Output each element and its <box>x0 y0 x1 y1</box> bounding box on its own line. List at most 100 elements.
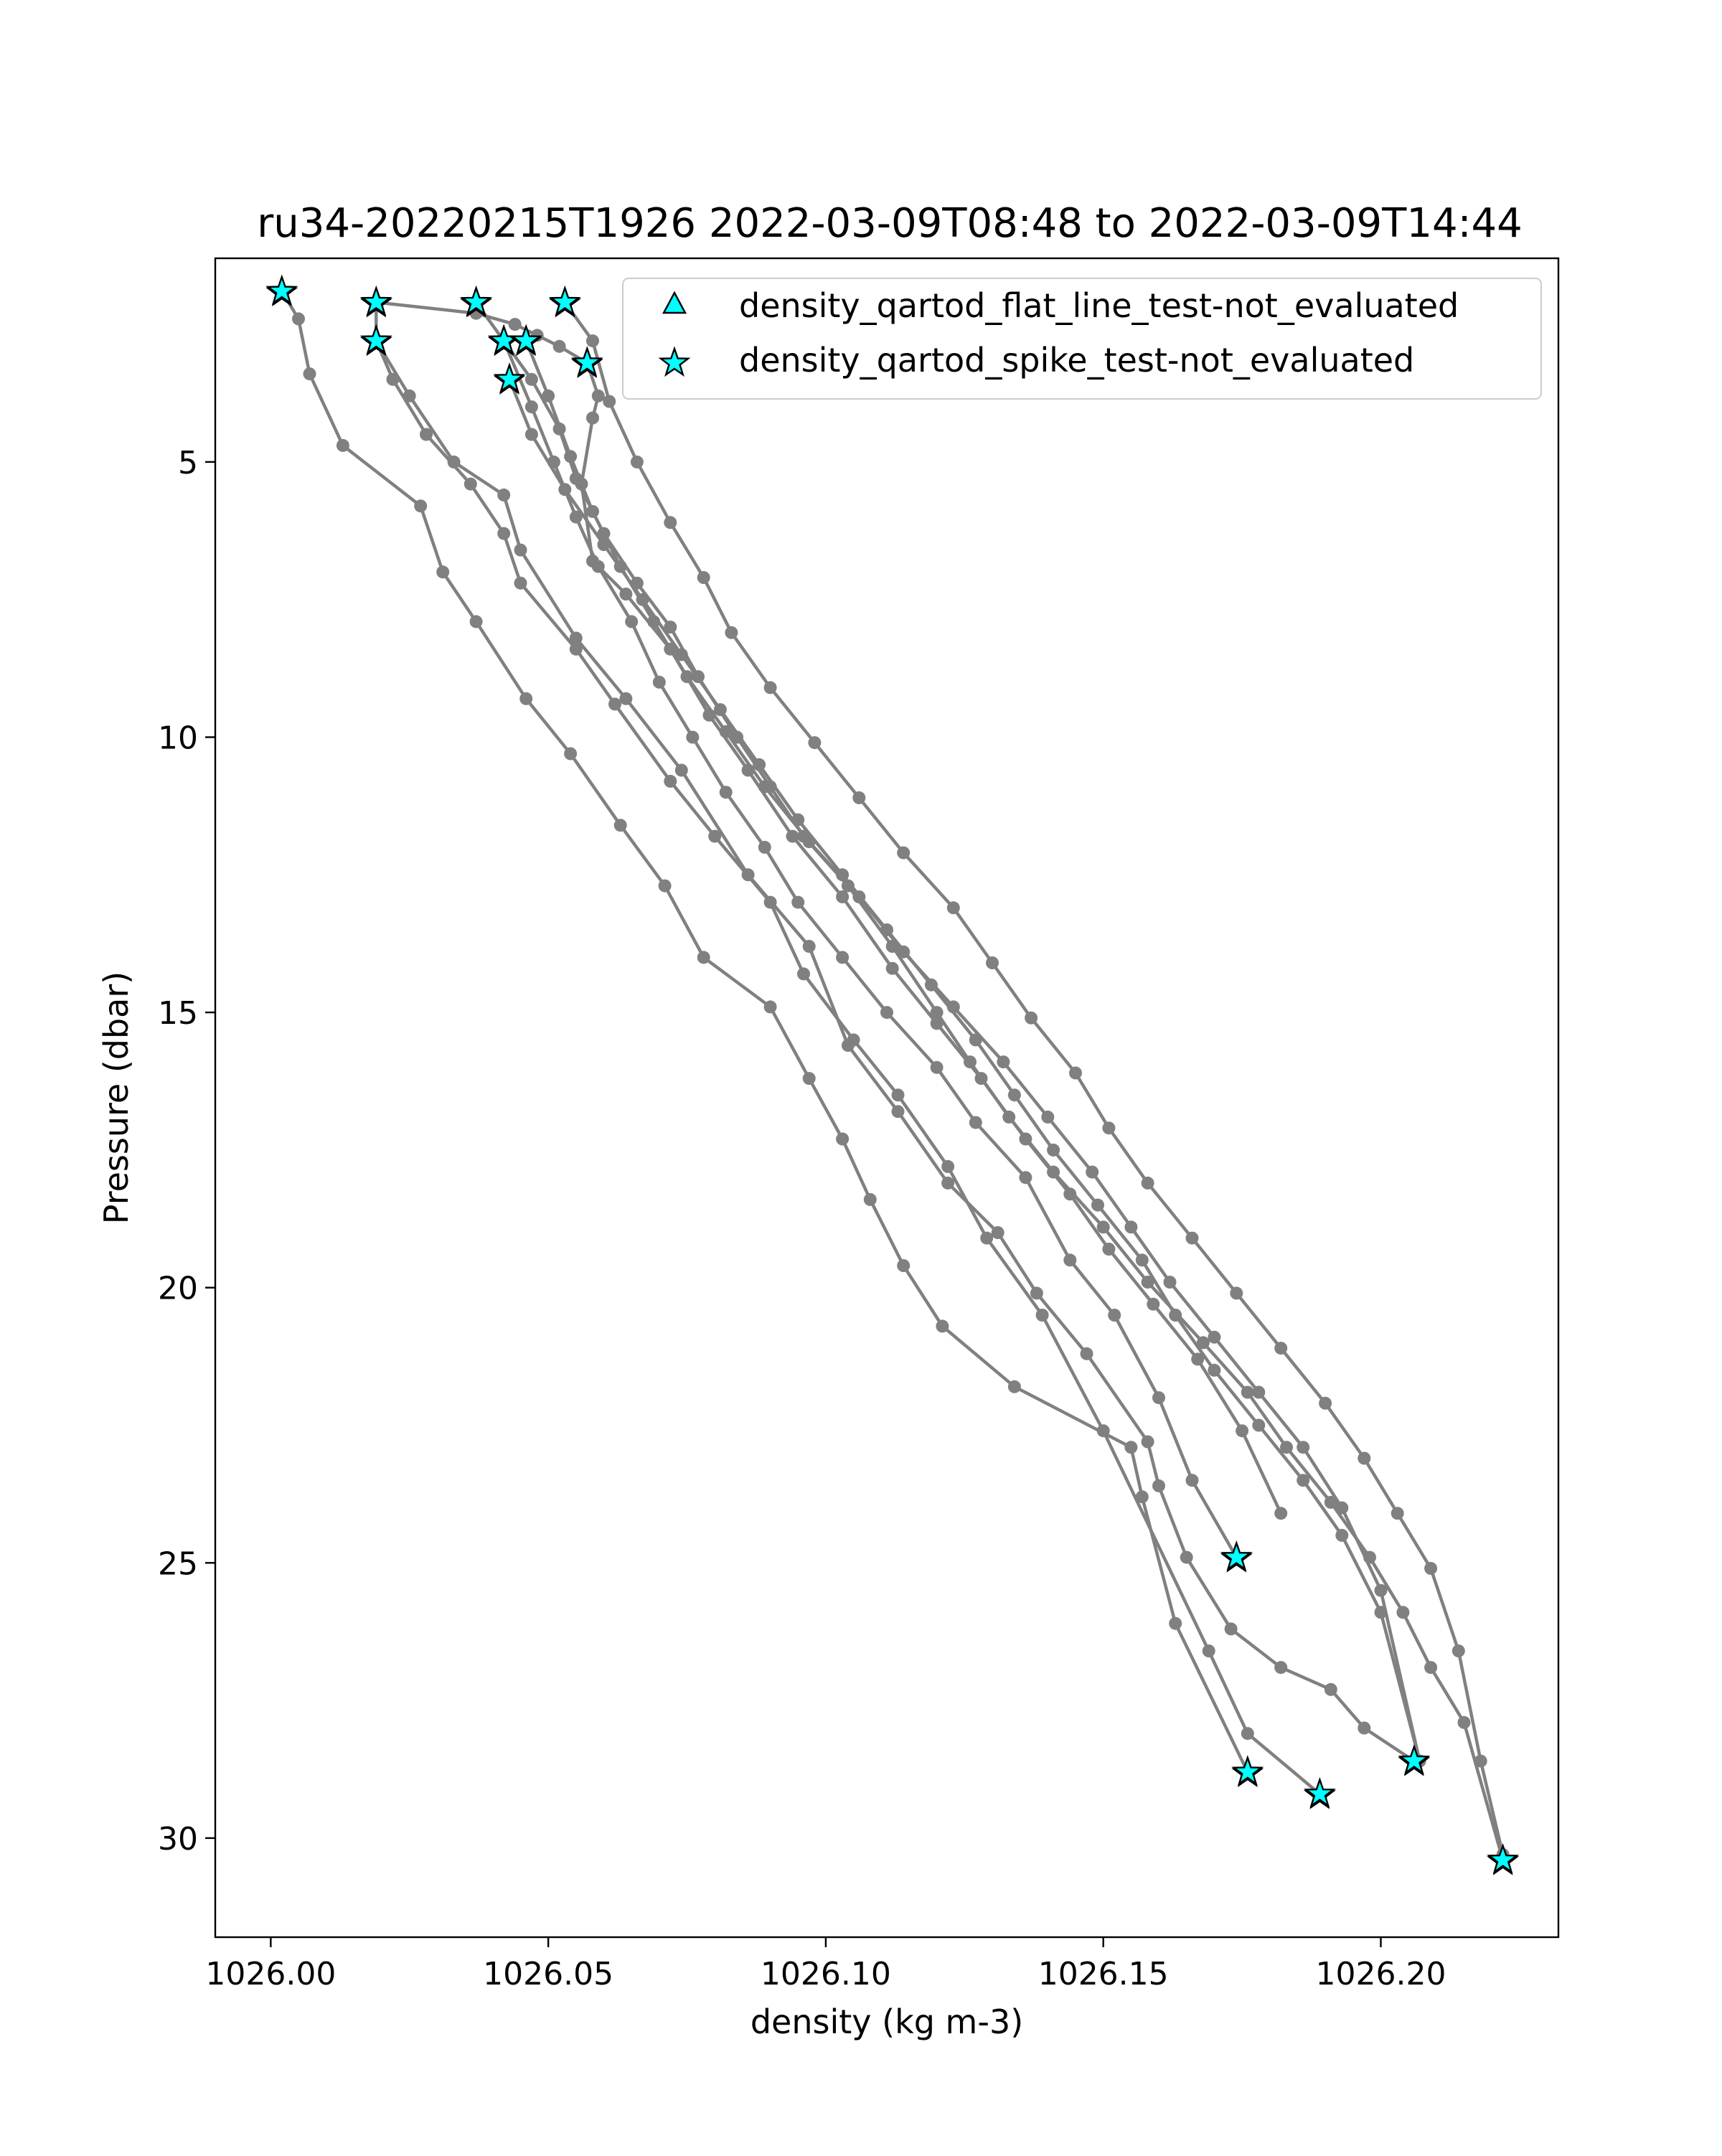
data-point <box>1208 1363 1221 1377</box>
data-point <box>1274 1342 1288 1355</box>
data-point <box>1297 1474 1310 1487</box>
spike-flag-marker <box>493 362 526 393</box>
data-point <box>941 1159 955 1173</box>
data-point <box>725 626 738 639</box>
data-point <box>436 565 450 579</box>
flag-marker-layer <box>265 274 1520 1875</box>
legend-box <box>622 278 1542 400</box>
spike-flag-marker <box>1231 1755 1264 1786</box>
data-point <box>708 829 722 843</box>
data-point <box>414 499 428 513</box>
data-point <box>930 1006 944 1020</box>
data-point <box>1274 1661 1288 1675</box>
data-point <box>763 681 777 695</box>
data-point <box>1358 1451 1371 1465</box>
data-point <box>497 488 511 502</box>
data-point <box>603 395 616 408</box>
data-point <box>1152 1479 1165 1492</box>
data-point <box>1236 1424 1249 1438</box>
data-point <box>674 763 688 777</box>
data-point <box>969 1116 982 1129</box>
x-axis-label: density (kg m-3) <box>751 2002 1023 2041</box>
data-point <box>1102 1243 1116 1256</box>
data-point <box>1319 1396 1332 1410</box>
x-tick-label: 1026.00 <box>205 1956 336 1992</box>
data-point <box>758 840 771 854</box>
data-point <box>558 483 572 496</box>
data-point <box>1035 1309 1049 1322</box>
legend-entry-spike: density_qartod_spike_test-not_evaluated <box>739 341 1414 380</box>
data-point <box>941 1176 955 1190</box>
plot-frame <box>214 257 1560 1939</box>
data-point <box>1041 1110 1055 1124</box>
data-point <box>1063 1187 1077 1201</box>
data-point <box>1091 1198 1104 1212</box>
data-point <box>625 615 639 629</box>
spike-flag-marker <box>359 285 392 316</box>
data-point <box>524 372 538 386</box>
data-point <box>1096 1424 1110 1438</box>
spike-flag-marker <box>570 346 603 377</box>
data-point <box>791 813 805 827</box>
spike-flag-marker <box>265 274 298 306</box>
data-point <box>836 890 850 903</box>
data-point <box>619 588 633 601</box>
y-axis-label: Pressure (dbar) <box>97 971 136 1224</box>
data-point <box>1224 1622 1238 1636</box>
data-point <box>1185 1231 1199 1245</box>
y-tick-label: 15 <box>158 995 198 1032</box>
data-point <box>1169 1616 1182 1630</box>
data-point <box>897 1259 911 1272</box>
data-point <box>586 555 599 568</box>
data-point <box>664 774 677 788</box>
data-point <box>1208 1330 1221 1344</box>
data-point <box>1047 1143 1060 1157</box>
series-8 <box>575 356 1288 1520</box>
legend-triangle-icon <box>662 291 687 314</box>
data-point <box>292 312 305 326</box>
data-point <box>1063 1253 1077 1267</box>
x-tick-label: 1026.10 <box>761 1956 891 1992</box>
data-point <box>1025 1011 1038 1025</box>
data-point <box>524 428 538 441</box>
data-point <box>797 967 810 981</box>
data-point <box>986 956 999 969</box>
data-point <box>924 978 938 992</box>
data-point <box>420 428 433 441</box>
data-point <box>1297 1441 1310 1454</box>
data-point <box>664 516 677 529</box>
spike-flag-marker <box>548 285 581 316</box>
data-point <box>1241 1727 1254 1741</box>
data-point <box>630 455 644 469</box>
data-point <box>586 411 599 425</box>
data-point <box>519 692 533 705</box>
data-point <box>897 846 911 860</box>
data-point <box>1374 1606 1388 1619</box>
data-point <box>891 1105 905 1119</box>
data-point <box>1019 1171 1032 1185</box>
data-point <box>1252 1418 1266 1432</box>
y-tick-label: 30 <box>158 1821 198 1858</box>
data-point <box>303 367 316 381</box>
data-point <box>1086 1165 1099 1179</box>
data-point <box>336 438 349 452</box>
data-point <box>836 868 850 882</box>
data-point <box>1030 1286 1043 1300</box>
data-point <box>1280 1441 1293 1454</box>
data-point <box>1102 1121 1116 1135</box>
data-point <box>1252 1385 1266 1399</box>
data-point <box>1135 1253 1149 1267</box>
data-point <box>1324 1495 1337 1509</box>
data-point <box>969 1033 982 1047</box>
data-point <box>1141 1435 1154 1449</box>
data-point <box>1374 1583 1388 1597</box>
data-point <box>880 1006 893 1020</box>
spike-flag-marker <box>509 324 542 355</box>
data-point <box>836 1132 850 1146</box>
data-point <box>1124 1220 1138 1234</box>
data-point <box>1147 1297 1160 1311</box>
data-point <box>991 1226 1004 1239</box>
data-point <box>974 1072 988 1086</box>
data-point <box>1141 1176 1154 1190</box>
data-point <box>569 631 583 645</box>
